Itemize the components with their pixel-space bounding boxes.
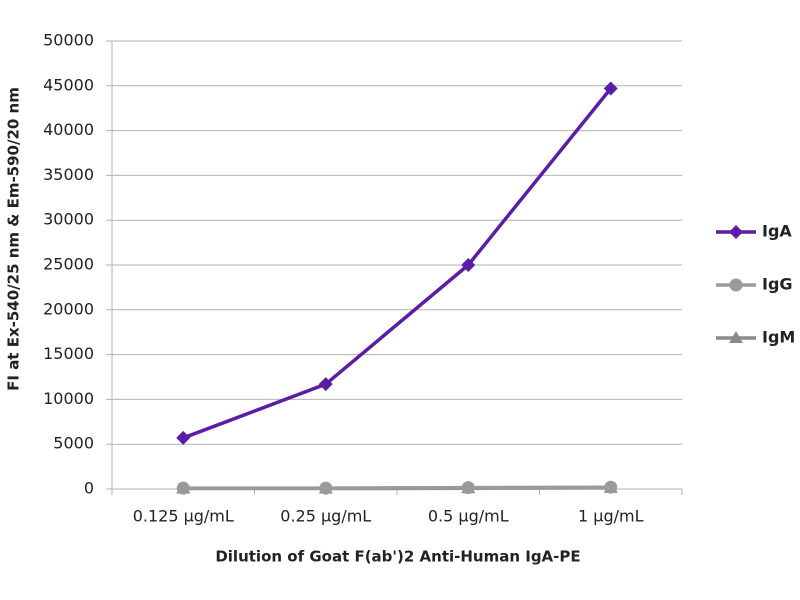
data-point xyxy=(319,481,333,495)
x-tick-label: 1 µg/mL xyxy=(578,507,644,526)
y-tick-label: 10000 xyxy=(43,389,94,408)
y-tick-label: 20000 xyxy=(43,299,94,318)
series-line xyxy=(183,485,611,490)
data-point xyxy=(604,480,618,494)
y-tick-label: 15000 xyxy=(43,344,94,363)
legend-label: IgM xyxy=(762,328,795,347)
y-tick-label: 45000 xyxy=(43,75,94,94)
data-point xyxy=(176,481,190,495)
x-tick-label: 0.25 µg/mL xyxy=(280,507,371,526)
legend-label: IgG xyxy=(762,275,793,294)
y-tick-label: 5000 xyxy=(53,434,94,453)
y-tick-label: 25000 xyxy=(43,255,94,274)
y-tick-label: 30000 xyxy=(43,210,94,229)
legend-marker xyxy=(729,331,743,343)
data-point xyxy=(176,430,191,445)
data-point xyxy=(461,258,476,272)
x-tick-label: 0.5 µg/mL xyxy=(428,507,509,526)
y-tick-label: 40000 xyxy=(43,120,94,139)
x-axis-title: Dilution of Goat F(ab')2 Anti-Human IgA-… xyxy=(215,548,580,566)
y-tick-label: 35000 xyxy=(43,165,94,184)
series-line xyxy=(182,87,613,440)
y-tick-label: 0 xyxy=(84,479,94,498)
y-tick-label: 50000 xyxy=(43,31,94,50)
data-point xyxy=(318,377,333,392)
legend-marker xyxy=(729,278,743,292)
y-axis-title: FI at Ex-540/25 nm & Em-590/20 nm xyxy=(5,87,23,391)
x-tick-label: 0.125 µg/mL xyxy=(133,507,234,526)
data-point xyxy=(461,481,475,495)
legend-label: IgA xyxy=(762,222,792,241)
legend-marker xyxy=(729,225,743,239)
data-point xyxy=(603,81,618,96)
